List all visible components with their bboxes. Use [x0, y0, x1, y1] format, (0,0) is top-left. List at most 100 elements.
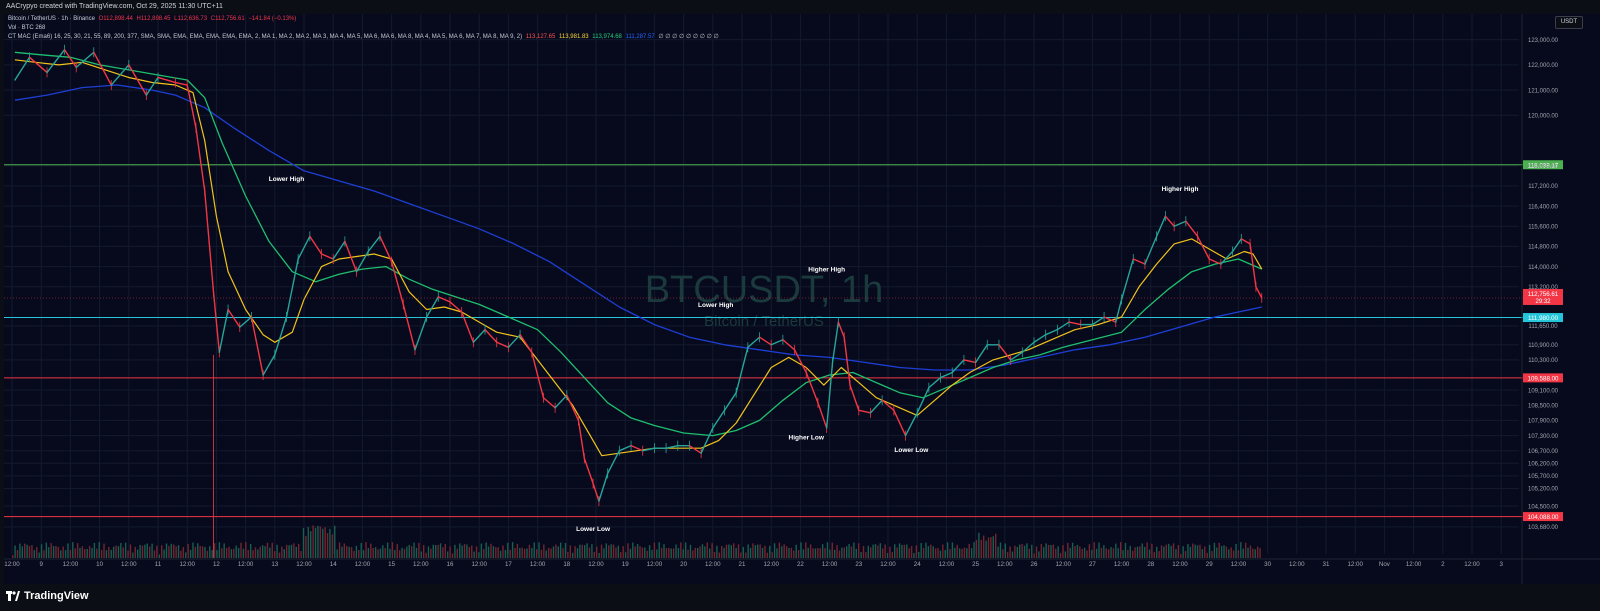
volume-bar — [235, 545, 237, 558]
volume-bar — [629, 548, 632, 558]
y-axis-tick-label: 122,000.00 — [1528, 63, 1559, 69]
volume-bar — [845, 546, 848, 558]
volume-bar — [384, 547, 386, 558]
volume-bar — [338, 542, 341, 558]
volume-bar — [403, 548, 406, 558]
currency-button[interactable]: USDT — [1555, 16, 1583, 29]
volume-bar — [523, 548, 526, 558]
volume-legend[interactable]: Vol · BTC 268 — [8, 25, 45, 31]
volume-bar — [966, 548, 968, 558]
volume-bar — [139, 544, 141, 558]
volume-bar — [749, 547, 752, 558]
price-segment — [1185, 220, 1199, 238]
volume-bar — [696, 547, 699, 558]
price-level-badge-4 — [1523, 512, 1563, 522]
volume-bar — [189, 549, 192, 558]
volume-bar — [860, 552, 862, 558]
volume-bar — [1158, 551, 1160, 558]
x-axis-tick-label: 12:00 — [588, 561, 604, 568]
volume-bar — [675, 544, 677, 558]
volume-bar — [660, 547, 663, 558]
tradingview-brand[interactable]: TradingView — [6, 590, 89, 602]
x-axis-tick-label: 11 — [155, 561, 162, 568]
volume-bar — [117, 546, 120, 558]
volume-bar — [161, 545, 163, 558]
chart-area[interactable]: BTCUSDT, 1h Bitcoin / TetherUS 118,039.17 1… — [4, 14, 1600, 584]
volume-bar — [45, 542, 48, 558]
volume-bar — [144, 544, 146, 558]
volume-bar — [682, 549, 684, 558]
volume-bar — [942, 544, 944, 558]
price-segment — [1208, 258, 1222, 265]
volume-bar — [1168, 543, 1170, 558]
volume-bar — [334, 525, 336, 558]
volume-bar — [278, 552, 281, 558]
price-segment — [782, 339, 796, 351]
volume-bar — [62, 546, 64, 558]
volume-bar — [261, 545, 264, 558]
volume-bar — [990, 537, 992, 558]
price-segment — [566, 394, 580, 422]
y-axis-tick-label: 118,000.00 — [1528, 164, 1558, 170]
x-axis-tick-label: 12:00 — [530, 561, 546, 568]
volume-bar — [57, 546, 60, 558]
volume-bar — [1252, 548, 1254, 558]
y-axis-tick-label: 114,000.00 — [1528, 265, 1558, 271]
price-segment — [1056, 321, 1070, 331]
volume-bar — [36, 547, 38, 558]
volume-bar — [634, 546, 636, 558]
volume-bar — [636, 544, 639, 558]
x-axis-tick-label: 13 — [271, 561, 278, 568]
volume-bar — [127, 550, 129, 558]
price-segment — [688, 444, 702, 454]
price-segment — [1249, 243, 1257, 288]
volume-bar — [665, 548, 668, 558]
volume-bar — [987, 537, 990, 558]
x-axis-tick-label: 12:00 — [4, 561, 20, 568]
price-segment — [1173, 220, 1187, 227]
volume-bar — [1115, 543, 1117, 558]
price-segment — [1164, 215, 1175, 227]
volume-bar — [1007, 552, 1009, 558]
symbol-legend[interactable]: Bitcoin / TetherUS · 1h · Binance O112,8… — [8, 16, 296, 22]
volume-bar — [978, 532, 980, 558]
volume-bar — [862, 546, 865, 558]
price-segment — [212, 291, 221, 354]
volume-bar — [228, 546, 230, 558]
volume-bar — [132, 552, 134, 558]
x-axis-tick-label: 21 — [739, 561, 746, 568]
volume-bar — [1127, 549, 1129, 558]
volume-bar — [72, 542, 74, 558]
price-segment — [1120, 258, 1134, 301]
volume-bar — [814, 548, 817, 558]
volume-bar — [50, 543, 52, 558]
volume-bar — [422, 545, 425, 558]
volume-bar — [516, 543, 519, 558]
volume-bar — [136, 549, 139, 558]
volume-bar — [247, 549, 249, 558]
x-axis-tick-label: 29 — [1206, 561, 1213, 568]
volume-bar — [795, 544, 797, 558]
x-axis-tick-label: 3 — [1499, 561, 1503, 568]
volume-bar — [430, 548, 432, 558]
indicator-value-2: 113,981.83 — [559, 34, 589, 40]
volume-bar — [1237, 550, 1240, 558]
volume-bar — [800, 542, 802, 558]
price-level-label-3: 109,588.00 — [1528, 375, 1560, 382]
volume-bar — [1033, 553, 1035, 558]
volume-bar — [1074, 546, 1076, 558]
volume-bar — [564, 542, 567, 558]
volume-bar — [550, 548, 552, 558]
ohlc-close: C112,756.61 — [210, 16, 245, 22]
indicator-legend[interactable]: CT MAC (Ema6) 16, 25, 30, 21, 55, 89, 20… — [8, 33, 719, 40]
volume-bar — [1177, 544, 1180, 558]
volume-bar — [872, 544, 874, 558]
volume-bar — [785, 546, 788, 558]
volume-bar — [122, 547, 124, 558]
price-segment — [332, 240, 346, 260]
volume-bar — [1189, 546, 1192, 558]
ema-mid-line — [14, 51, 1263, 437]
volume-bar — [605, 543, 608, 558]
volume-bar — [1103, 545, 1105, 558]
